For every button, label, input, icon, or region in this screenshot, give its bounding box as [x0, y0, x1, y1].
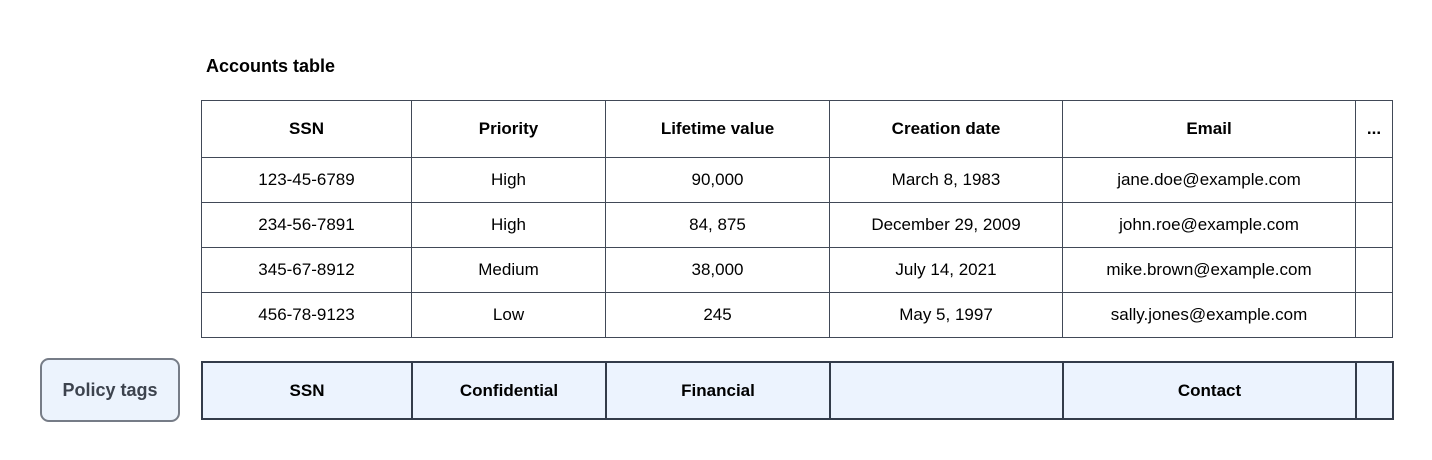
column-header-creation-date: Creation date [829, 100, 1063, 158]
cell-lifetime-value: 38,000 [605, 247, 830, 293]
cell-lifetime-value: 84, 875 [605, 202, 830, 248]
policy-tag-empty-more [1355, 361, 1394, 420]
cell-email: sally.jones@example.com [1062, 292, 1356, 338]
column-header-lifetime-value: Lifetime value [605, 100, 830, 158]
table-row: 345-67-8912 Medium 38,000 July 14, 2021 … [201, 247, 1393, 293]
cell-ssn: 456-78-9123 [201, 292, 412, 338]
cell-ssn: 123-45-6789 [201, 157, 412, 203]
cell-lifetime-value: 90,000 [605, 157, 830, 203]
column-header-priority: Priority [411, 100, 606, 158]
cell-more [1355, 157, 1393, 203]
cell-more [1355, 247, 1393, 293]
cell-ssn: 345-67-8912 [201, 247, 412, 293]
cell-priority: Medium [411, 247, 606, 293]
policy-tags-row: SSN Confidential Financial Contact [201, 361, 1394, 420]
cell-creation-date: May 5, 1997 [829, 292, 1063, 338]
page-title: Accounts table [206, 56, 336, 76]
policy-tags-label[interactable]: Policy tags [40, 358, 180, 422]
cell-priority: High [411, 157, 606, 203]
policy-tag-cells: SSN Confidential Financial Contact [201, 361, 1394, 420]
cell-email: jane.doe@example.com [1062, 157, 1356, 203]
cell-creation-date: July 14, 2021 [829, 247, 1063, 293]
column-header-email: Email [1062, 100, 1356, 158]
more-columns-ellipsis[interactable]: ... [1355, 100, 1393, 158]
cell-priority: High [411, 202, 606, 248]
policy-tag-contact: Contact [1062, 361, 1357, 420]
cell-creation-date: March 8, 1983 [829, 157, 1063, 203]
table-row: 456-78-9123 Low 245 May 5, 1997 sally.jo… [201, 292, 1393, 338]
table-header-row: SSN Priority Lifetime value Creation dat… [201, 100, 1393, 158]
accounts-table: SSN Priority Lifetime value Creation dat… [201, 100, 1393, 338]
cell-ssn: 234-56-7891 [201, 202, 412, 248]
policy-tag-empty [829, 361, 1064, 420]
policy-tag-ssn: SSN [201, 361, 413, 420]
cell-email: mike.brown@example.com [1062, 247, 1356, 293]
column-header-ssn: SSN [201, 100, 412, 158]
policy-tag-confidential: Confidential [411, 361, 607, 420]
cell-lifetime-value: 245 [605, 292, 830, 338]
policy-tag-financial: Financial [605, 361, 831, 420]
table-row: 123-45-6789 High 90,000 March 8, 1983 ja… [201, 157, 1393, 203]
table-row: 234-56-7891 High 84, 875 December 29, 20… [201, 202, 1393, 248]
cell-more [1355, 202, 1393, 248]
cell-more [1355, 292, 1393, 338]
cell-priority: Low [411, 292, 606, 338]
cell-creation-date: December 29, 2009 [829, 202, 1063, 248]
cell-email: john.roe@example.com [1062, 202, 1356, 248]
